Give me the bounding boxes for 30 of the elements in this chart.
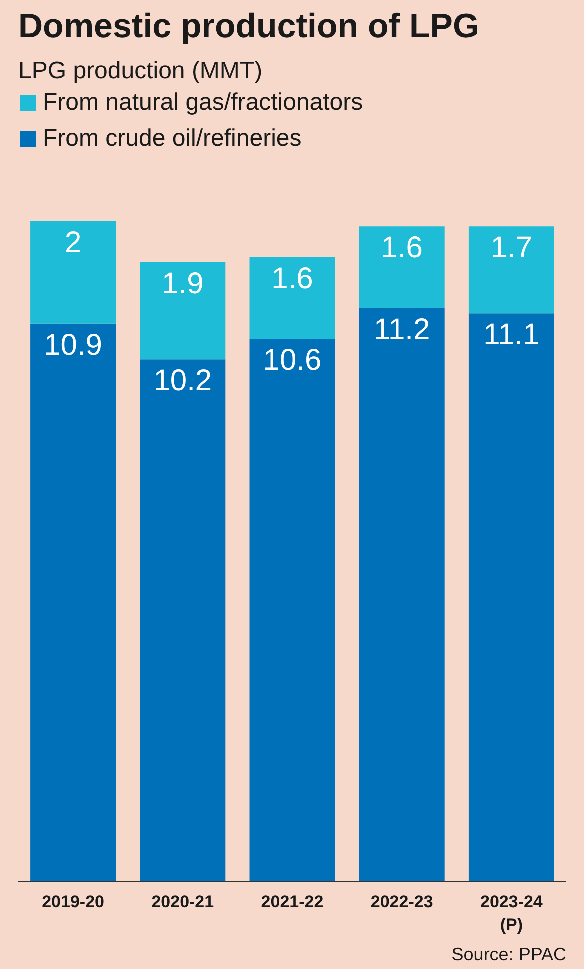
bar bbox=[30, 324, 116, 882]
data-label: 10.9 bbox=[44, 328, 102, 362]
bar bbox=[468, 314, 554, 882]
bar bbox=[140, 262, 226, 360]
bar bbox=[359, 226, 445, 308]
data-label: 11.2 bbox=[374, 313, 430, 346]
data-label: 1.7 bbox=[490, 232, 533, 265]
bar bbox=[468, 226, 554, 314]
data-label: 1.9 bbox=[162, 267, 204, 300]
x-tick-label: 2021-22 bbox=[261, 892, 324, 912]
data-label: 10.6 bbox=[263, 344, 322, 378]
x-tick-label: 2023-24 (P) bbox=[480, 892, 544, 934]
data-label: 1.6 bbox=[272, 262, 314, 296]
x-tick-label: 2022-23 bbox=[370, 892, 434, 912]
legend-label: From natural gas/fractionators bbox=[43, 89, 364, 117]
x-tick-label: 2019-20 bbox=[42, 892, 104, 912]
bar bbox=[140, 360, 226, 882]
data-label: 10.2 bbox=[154, 364, 212, 398]
bar bbox=[359, 308, 445, 882]
bar bbox=[250, 339, 336, 882]
legend-label: From crude oil/refineries bbox=[43, 125, 302, 153]
data-label: 1.6 bbox=[381, 232, 423, 265]
chart-subtitle: LPG production (MMT) bbox=[18, 58, 263, 84]
x-tick-label: 2020-21 bbox=[152, 892, 214, 912]
bar bbox=[30, 222, 116, 324]
data-label: 11.1 bbox=[484, 318, 540, 352]
source-note: Source: PPAC bbox=[452, 944, 567, 964]
chart-title: Domestic production of LPG bbox=[18, 8, 480, 46]
data-label: 2 bbox=[64, 226, 82, 260]
bar bbox=[250, 257, 336, 340]
